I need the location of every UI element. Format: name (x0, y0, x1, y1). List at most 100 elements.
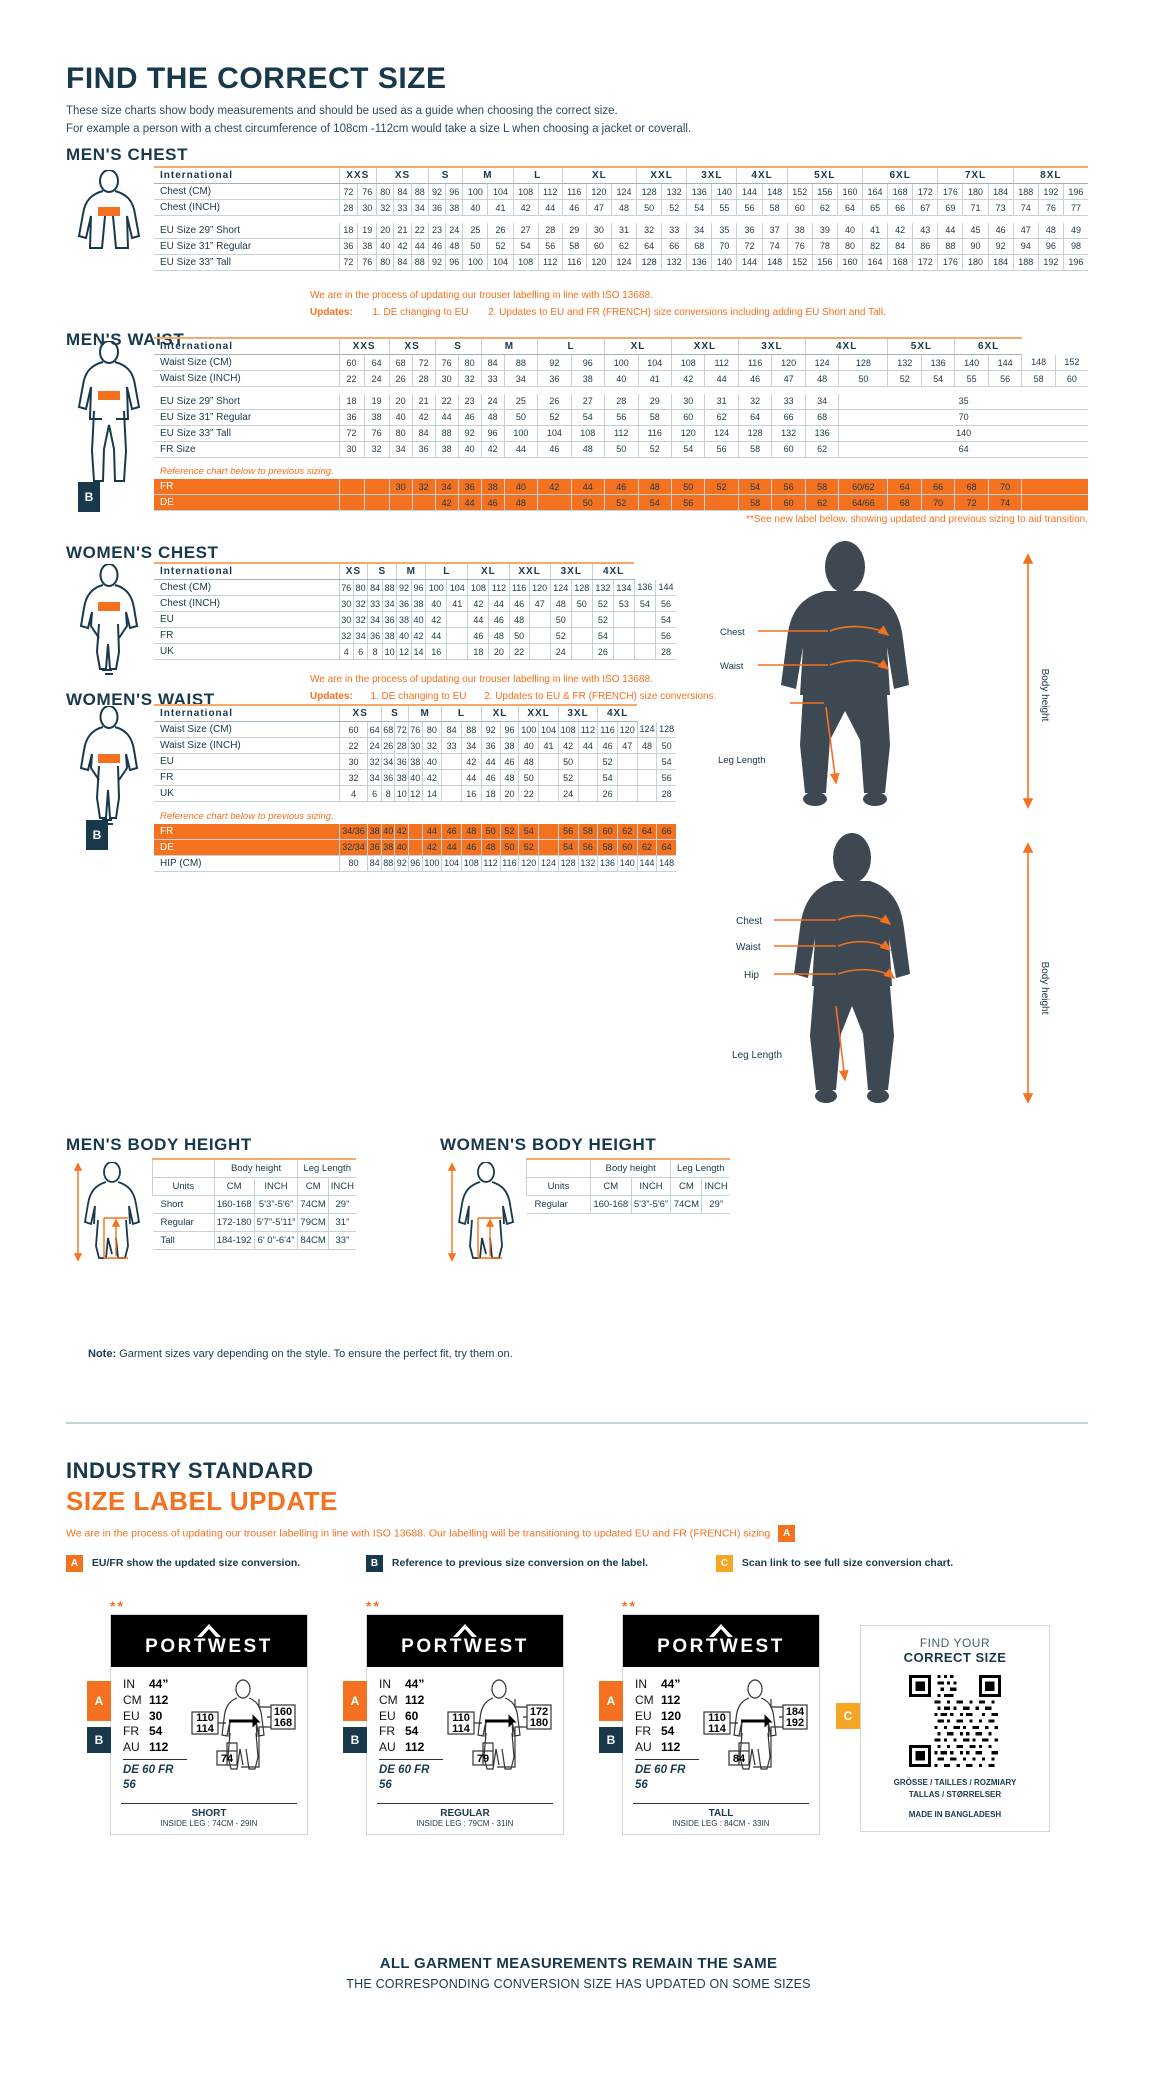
row-value: 62 (610, 238, 637, 255)
row-value: 144 (736, 183, 763, 200)
male-full-figure-icon (77, 341, 141, 482)
row-value: 168 (887, 183, 913, 200)
fit-note-text: Garment sizes vary depending on the styl… (116, 1348, 513, 1360)
row-value: 136 (686, 183, 712, 200)
row-value: 55 (711, 199, 737, 216)
row-value: 56 (604, 409, 639, 426)
label-card-wrapper: ** PORTWEST IN 44” CM 112 EU 120 FR 54 AU 112 DE 60 … (599, 1598, 820, 1836)
row-value: 44 (937, 222, 963, 239)
row-label: FR (154, 823, 339, 840)
asterisk-marker: ** (622, 1598, 637, 1614)
row-value: 26 (380, 737, 395, 754)
qr-code-icon[interactable] (909, 1675, 1001, 1767)
row-value: 48 (636, 737, 657, 754)
row-value: 50 (508, 627, 530, 644)
womens-waist-update-2: 2. Updates to EU & FR (FRENCH) size conv… (484, 691, 717, 702)
leg-box: 84 (733, 1753, 746, 1765)
row-value: 30 (357, 199, 377, 216)
row-value: 32 (338, 627, 354, 644)
row-label: FR (154, 627, 339, 644)
row-value: 10 (394, 785, 409, 802)
column-header-6xl: 6XL (862, 166, 938, 184)
qr-card-wrap: C FIND YOUR CORRECT SIZE (836, 1625, 1050, 1832)
row-value: 80 (836, 238, 863, 255)
row-value: 67 (912, 199, 938, 216)
row-value: 50 (656, 737, 676, 754)
row-value: 120 (585, 183, 612, 200)
row-label: UK (154, 785, 339, 802)
row-value: 48 (637, 479, 672, 495)
male-bodyheight-label: Body height (1039, 669, 1050, 722)
row-value: 52 (537, 409, 572, 426)
inside-leg-text: INSIDE LEG : 84CM - 33IN (672, 1819, 770, 1829)
size-code-line-fr: FR 54 (379, 1724, 443, 1740)
row-value: 40 (376, 238, 394, 255)
row-value (577, 785, 598, 802)
row-value: 84 (367, 855, 382, 872)
female-figure-icon (79, 564, 139, 675)
row-value: 92 (537, 354, 572, 371)
row-value: 64 (636, 238, 662, 255)
row-value: 56 (736, 199, 763, 216)
fit-note: Note: Garment sizes vary depending on th… (88, 1348, 513, 1360)
row-value: 84 (480, 354, 505, 371)
column-header-international: International (154, 337, 339, 355)
size-code-key: AU (635, 1740, 652, 1755)
legend-item-b: B Reference to previous size conversion … (366, 1555, 716, 1572)
row-value: 98 (1062, 238, 1088, 255)
table-row: HIP (CM) 80 84 88 92 96 100 104 108 112 116 120 124 1… (154, 855, 676, 872)
row-value: 44 (425, 627, 447, 644)
size-code-line-in: IN 44” (635, 1677, 699, 1693)
row-label: Chest (CM) (154, 183, 339, 200)
row-value (441, 769, 462, 786)
row-value: 74 (761, 238, 788, 255)
row-value (633, 611, 656, 628)
section-divider (66, 1422, 1088, 1424)
row-value (338, 479, 365, 495)
previous-sizing-row: FR 34/36 38 40 42 44 46 48 50 52 54 56 58 60 62 64 66 (154, 823, 676, 840)
row-value: 42 (887, 222, 913, 239)
fit-label: REGULAR (377, 1803, 553, 1819)
row-value: 42 (434, 494, 459, 511)
column-header-xs: XS (376, 166, 429, 184)
column-header-3xl: 3XL (686, 166, 737, 184)
row-value: 176 (937, 183, 963, 200)
row-value: 132 (577, 855, 598, 872)
row-value: 88 (381, 579, 397, 596)
inside-leg-text: INSIDE LEG : 74CM - 29IN (160, 1819, 258, 1829)
row-value: 36 (394, 753, 409, 770)
intro-line-1: These size charts show body measurements… (66, 105, 618, 117)
bh-sub-inch: INCH (253, 1177, 298, 1196)
row-value: 180 (962, 254, 989, 271)
womens-chest-table: International XS S M L XL XXL 3XL 4XL Chest (CM) 7… (154, 562, 676, 660)
qr-card[interactable]: FIND YOUR CORRECT SIZE (860, 1625, 1050, 1832)
row-value: 18 (338, 222, 358, 239)
industry-intro-badge: A (778, 1525, 796, 1542)
row-value: 140 (616, 855, 638, 872)
womens-body-height-section: Body height Leg Length Units CM INCH CM INCH Re… (440, 1158, 730, 1262)
size-code-line-in: IN 44” (123, 1677, 187, 1693)
row-value: 44 (410, 238, 429, 255)
row-value: 32 (363, 441, 390, 458)
row-value: 44 (434, 409, 459, 426)
womens-waist-table: International XS S M L XL XXL 3XL 4XL Waist Size … (154, 704, 676, 872)
size-codes: IN 44” CM 112 EU 60 FR 54 AU 112 DE 60 FR 56 (379, 1677, 443, 1793)
label-tag-b: B (87, 1727, 111, 1753)
row-label: Waist Size (INCH) (154, 737, 339, 754)
row-value: 140 (711, 254, 737, 271)
qr-tag-c: C (836, 1703, 860, 1729)
row-value: 21 (411, 393, 436, 410)
table-header-row: International XXS XS S M L XL XXL 3XL 4XL 5XL 6XL (154, 337, 1088, 355)
row-value: 14 (410, 643, 426, 660)
row-value: 70 (838, 409, 1088, 426)
row-value: 68 (804, 409, 839, 426)
row-value: 136 (597, 855, 618, 872)
mens-waist-footnote: **See new label below, showing updated a… (746, 514, 1088, 525)
row-value: 44 (480, 753, 501, 770)
row-label: EU Size 31” Regular (154, 409, 339, 426)
row-value: 76 (357, 254, 377, 271)
row-value: 34 (460, 737, 482, 754)
row-value: 132 (591, 579, 614, 596)
row-label: Waist Size (CM) (154, 354, 339, 371)
